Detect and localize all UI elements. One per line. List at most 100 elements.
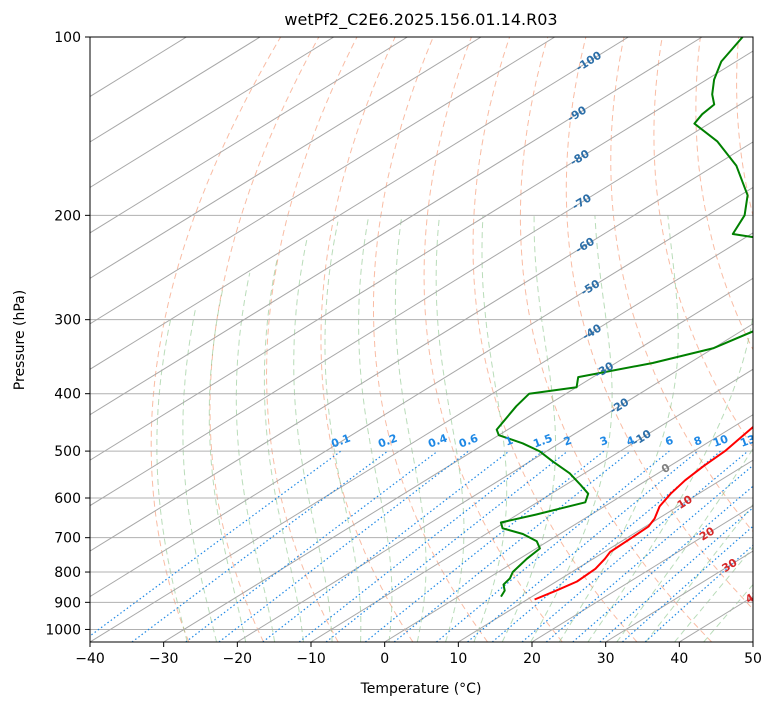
x-tick-label: 20: [523, 651, 541, 667]
y-tick-label: 900: [54, 595, 81, 611]
dry-adiabat-line: [150, 37, 282, 642]
mixing-ratio-line: [491, 450, 721, 642]
mixing-ratio-line: [325, 450, 569, 642]
dry-adiabat-line: [209, 37, 320, 642]
y-tick-label: 100: [54, 30, 81, 46]
x-tick-label: 40: [670, 651, 688, 667]
moist-adiabat-line: [616, 447, 753, 642]
x-tick-label: −30: [149, 651, 179, 667]
isotherm-line: [90, 37, 335, 189]
dry-adiabat-line: [320, 37, 414, 642]
mixing-ratio-label: 16: [761, 432, 775, 450]
moist-adiabat-line: [435, 215, 465, 642]
y-tick-label: 600: [54, 491, 81, 507]
moist-adiabat-line: [394, 215, 427, 642]
mixing-ratio-label: 0.4: [426, 432, 449, 451]
x-tick-label: 10: [449, 651, 467, 667]
plot-frame: [89, 36, 754, 643]
y-tick-label: 200: [54, 208, 81, 224]
isotherm-line: [90, 50, 753, 461]
isotherm-line: [163, 277, 753, 642]
isotherm-line: [90, 37, 629, 370]
isotherm-line: [531, 505, 753, 642]
x-tick-label: 30: [597, 651, 615, 667]
y-axis: 100 200 300 400 500 600 700 800 900 1000: [45, 30, 90, 638]
mixing-ratio-label: 0.1: [330, 432, 353, 451]
mixing-ratio-line: [436, 450, 670, 642]
plot-area: -100-90-80-70-60-50-40-30-20-10010203040…: [90, 37, 775, 642]
mixing-ratio-label: 0.6: [457, 432, 480, 451]
mixing-ratio-line: [262, 450, 510, 642]
x-tick-label: −10: [296, 651, 326, 667]
mixing-ratio-line: [218, 450, 469, 642]
mixing-ratio-label: 6: [663, 434, 675, 449]
mixing-ratio-line: [467, 450, 699, 642]
mixing-ratio-line: [521, 450, 749, 642]
temperature-line: [534, 425, 753, 601]
mixing-ratio-line: [393, 450, 631, 642]
dry-adiabats: [150, 37, 753, 642]
dry-adiabat-line: [423, 37, 563, 642]
chart-title: wetPf2_C2E6.2025.156.01.14.R03: [284, 10, 557, 30]
isotherm-line: [90, 232, 753, 642]
isotherms: [90, 37, 753, 642]
x-axis-title: Temperature (°C): [360, 681, 482, 697]
dry-adiabat-line: [372, 37, 489, 642]
dry-adiabat-line: [265, 37, 358, 642]
mixing-ratio-line: [364, 450, 605, 642]
y-axis-title: Pressure (hPa): [12, 290, 28, 390]
dewpoint-line: [495, 37, 753, 598]
x-tick-label: 0: [380, 651, 389, 667]
mixing-ratio-label: 10: [711, 432, 730, 450]
mixing-ratio-line: [185, 450, 439, 642]
moist-adiabat-line: [558, 215, 679, 642]
mixing-ratio-line: [90, 450, 342, 637]
moist-adiabat-line: [358, 215, 393, 642]
isobar-grid: [90, 37, 753, 630]
dry-adiabat-line: [736, 37, 753, 218]
isotherm-line: [90, 37, 703, 416]
moist-adiabat-line: [324, 221, 362, 642]
x-axis: −40 −30 −20 −10 0 10 20 30 40 50: [75, 642, 762, 667]
mixing-ratio-label: 1: [503, 434, 515, 449]
x-tick-label: −20: [223, 651, 253, 667]
mixing-ratio-label: 2: [562, 434, 574, 449]
isotherm-line: [90, 95, 753, 507]
y-tick-label: 300: [54, 313, 81, 329]
isotherm-line: [310, 368, 753, 642]
y-tick-label: 500: [54, 444, 81, 460]
mixing-ratio-label: 4: [625, 434, 637, 449]
y-tick-label: 700: [54, 531, 81, 547]
y-tick-label: 400: [54, 387, 81, 403]
x-tick-label: −40: [75, 651, 105, 667]
profile-series: [495, 37, 753, 601]
dry-adiabat-line: [565, 37, 753, 610]
moist-adiabat-line: [263, 256, 304, 642]
isotherm-line: [90, 37, 482, 279]
moist-adiabat-line: [587, 311, 753, 642]
dry-adiabat-line: [472, 37, 638, 642]
dry-adiabat-line: [695, 37, 753, 351]
moist-adiabat-line: [473, 215, 508, 642]
moist-adiabat-line: [208, 287, 247, 642]
isotherm-line: [90, 37, 261, 143]
x-tick-label: 50: [744, 651, 762, 667]
moist-adiabat-line: [156, 319, 188, 642]
moist-adiabat-line: [293, 239, 333, 642]
isotherm-line: [90, 37, 408, 234]
isotherm-line: [90, 141, 753, 552]
mixing-ratio-label: 1.5: [532, 432, 555, 451]
dry-adiabat-line: [653, 37, 753, 449]
moist-adiabat-line: [182, 306, 217, 642]
isotherm-line: [237, 323, 753, 642]
y-tick-label: 800: [54, 565, 81, 581]
y-tick-label: 1000: [45, 622, 81, 638]
moist-adiabat-line: [530, 215, 613, 642]
mixing-ratio-label: 3: [598, 434, 610, 449]
isotherm-line: [752, 641, 753, 642]
isotherm-line: [90, 37, 556, 325]
mixing-ratio-line: [644, 544, 753, 642]
isotherm-line: [458, 459, 753, 642]
mixing-ratio-label: 0.2: [376, 432, 399, 451]
mixing-ratio-label: 8: [692, 434, 704, 449]
